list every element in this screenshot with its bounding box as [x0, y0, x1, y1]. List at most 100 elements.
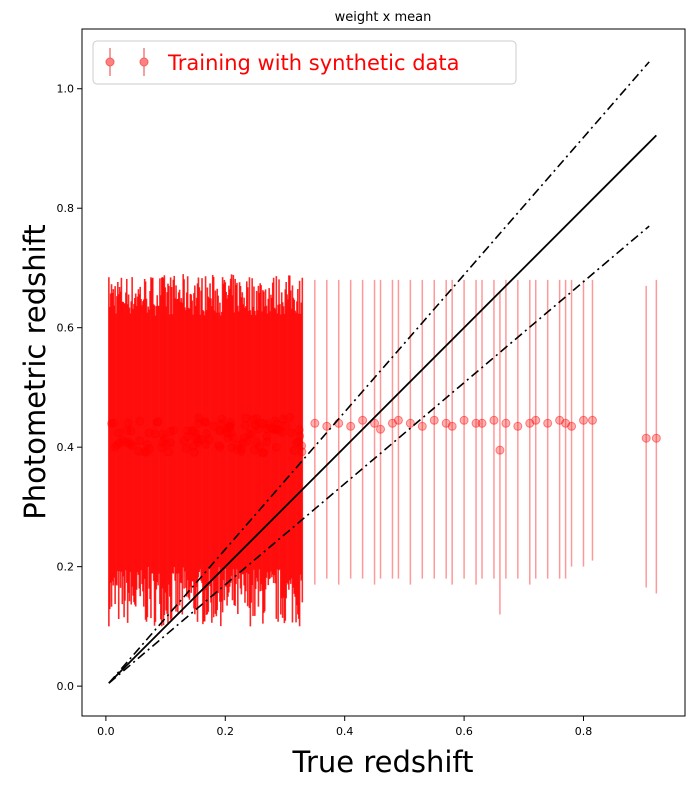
- data-point: [251, 437, 261, 447]
- y-tick-label: 0.4: [57, 441, 75, 454]
- data-point: [250, 421, 260, 431]
- data-point: [641, 433, 651, 443]
- data-point: [289, 446, 299, 456]
- legend: Training with synthetic data: [92, 40, 517, 85]
- outlier-bound-line: [108, 61, 650, 684]
- data-point: [281, 421, 291, 431]
- data-point: [215, 442, 225, 452]
- data-point: [157, 443, 167, 453]
- data-point: [162, 439, 172, 449]
- data-point: [251, 413, 261, 423]
- data-point: [226, 428, 236, 438]
- y-tick-label: 1.0: [57, 83, 75, 96]
- data-point: [152, 417, 162, 427]
- plot-area-frame: [81, 28, 686, 717]
- data-point: [233, 440, 243, 450]
- data-point: [110, 442, 120, 452]
- data-point: [225, 421, 235, 431]
- data-point: [244, 429, 254, 439]
- data-point: [163, 447, 173, 457]
- data-point: [240, 420, 250, 430]
- data-point: [153, 417, 163, 427]
- data-point: [202, 429, 212, 439]
- data-point: [258, 418, 268, 428]
- data-point: [370, 418, 380, 428]
- data-point: [157, 437, 167, 447]
- data-point: [135, 416, 145, 426]
- data-point: [295, 431, 305, 441]
- data-point: [376, 424, 386, 434]
- data-point: [139, 447, 149, 457]
- data-point: [179, 436, 189, 446]
- data-point: [222, 427, 232, 437]
- data-point: [191, 428, 201, 438]
- data-point: [226, 443, 236, 453]
- data-point: [188, 426, 198, 436]
- data-point: [255, 441, 265, 451]
- data-point: [297, 441, 307, 451]
- data-point: [193, 437, 203, 447]
- data-point: [217, 414, 227, 424]
- data-point: [459, 415, 469, 425]
- data-point: [232, 444, 242, 454]
- data-point: [322, 421, 332, 431]
- legend-label: Training with synthetic data: [167, 51, 460, 75]
- data-point: [158, 429, 168, 439]
- data-point: [579, 415, 589, 425]
- data-point: [567, 421, 577, 431]
- data-point: [194, 413, 204, 423]
- data-point: [284, 412, 294, 422]
- x-tick-label: 0.4: [336, 725, 354, 738]
- data-point: [253, 424, 263, 434]
- axes: 0.0 0.2 0.4 0.6 0.8 0.0 0.2 0.4 0.6 0.8 1.0: [57, 83, 593, 738]
- data-point: [495, 445, 505, 455]
- data-point: [429, 415, 439, 425]
- y-tick-label: 0.2: [57, 561, 75, 574]
- data-point: [270, 416, 280, 426]
- data-point: [286, 428, 296, 438]
- data-point: [182, 426, 192, 436]
- data-point: [189, 441, 199, 451]
- y-tick-label: 0.6: [57, 322, 75, 335]
- data-point: [651, 433, 661, 443]
- data-point: [191, 433, 201, 443]
- data-point: [124, 437, 134, 447]
- data-point: [142, 447, 152, 457]
- chart-title: weight x mean: [335, 10, 432, 25]
- data-point: [263, 419, 273, 429]
- data-point: [201, 417, 211, 427]
- data-point: [126, 440, 136, 450]
- data-point: [226, 418, 236, 428]
- data-point: [229, 433, 239, 443]
- data-point: [274, 425, 284, 435]
- data-point: [165, 438, 175, 448]
- data-point: [112, 440, 122, 450]
- data-point: [241, 413, 251, 423]
- data-point: [144, 428, 154, 438]
- data-point: [118, 435, 128, 445]
- data-point: [120, 437, 130, 447]
- data-point: [237, 444, 247, 454]
- data-point: [214, 440, 224, 450]
- data-point: [393, 415, 403, 425]
- data-point: [160, 434, 170, 444]
- data-point: [239, 433, 249, 443]
- data-point: [262, 431, 272, 441]
- data-point: [268, 424, 278, 434]
- data-point: [271, 425, 281, 435]
- data-point: [196, 435, 206, 445]
- data-point: [236, 447, 246, 457]
- x-tick-label: 0.2: [217, 725, 235, 738]
- data-point: [246, 430, 256, 440]
- data-point: [142, 439, 152, 449]
- data-point: [531, 415, 541, 425]
- data-point: [169, 425, 179, 435]
- data-point: [199, 417, 209, 427]
- data-point: [447, 421, 457, 431]
- data-point: [193, 434, 203, 444]
- data-point: [346, 421, 356, 431]
- data-point: [188, 425, 198, 435]
- data-point: [182, 432, 192, 442]
- data-point: [262, 437, 272, 447]
- data-point: [272, 442, 282, 452]
